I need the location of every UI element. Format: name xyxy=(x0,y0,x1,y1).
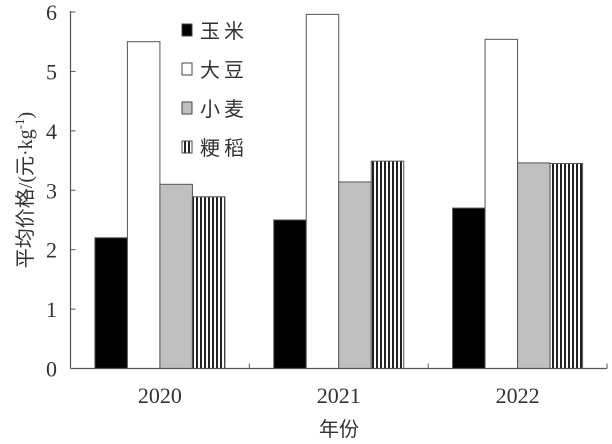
legend-swatch xyxy=(181,140,193,154)
y-tick-label: 5 xyxy=(46,59,57,84)
bars-group xyxy=(94,13,584,369)
bar-2022-0 xyxy=(452,207,486,369)
bar-2020-3 xyxy=(191,196,226,369)
y-tick-label: 0 xyxy=(46,357,57,382)
x-category-label: 2020 xyxy=(138,383,182,408)
legend-swatch xyxy=(181,23,193,37)
x-category-label: 2021 xyxy=(317,383,361,408)
bar-2022-1 xyxy=(484,38,519,369)
y-tick-label: 6 xyxy=(46,0,57,25)
y-tick-label: 4 xyxy=(46,119,57,144)
bar-2021-2 xyxy=(338,181,372,369)
bar-2022-3 xyxy=(549,163,584,369)
bar-2022-2 xyxy=(517,162,551,369)
y-tick-label: 1 xyxy=(46,297,57,322)
y-axis-label: 平均价格/(元·kg-1) xyxy=(12,112,37,268)
bar-2021-3 xyxy=(370,160,405,369)
bar-2020-2 xyxy=(159,183,193,369)
bar-2021-0 xyxy=(273,219,307,369)
legend-swatch xyxy=(181,101,193,115)
y-ticks: 0 1 2 3 4 5 6 xyxy=(46,0,76,382)
x-categories: 2020 2021 2022 xyxy=(138,363,608,408)
x-axis-label: 年份 xyxy=(319,418,359,441)
legend-label: 玉米 xyxy=(200,20,248,43)
y-tick-label: 2 xyxy=(46,238,57,263)
legend-swatch xyxy=(181,62,193,76)
y-tick-label: 3 xyxy=(46,178,57,203)
legend-label: 粳稻 xyxy=(200,137,248,160)
legend-label: 小麦 xyxy=(200,98,248,121)
bar-2021-1 xyxy=(305,13,340,369)
x-category-label: 2022 xyxy=(496,383,540,408)
bar-2020-1 xyxy=(126,41,161,369)
legend-label: 大豆 xyxy=(200,59,248,82)
bar-2020-0 xyxy=(94,237,128,369)
